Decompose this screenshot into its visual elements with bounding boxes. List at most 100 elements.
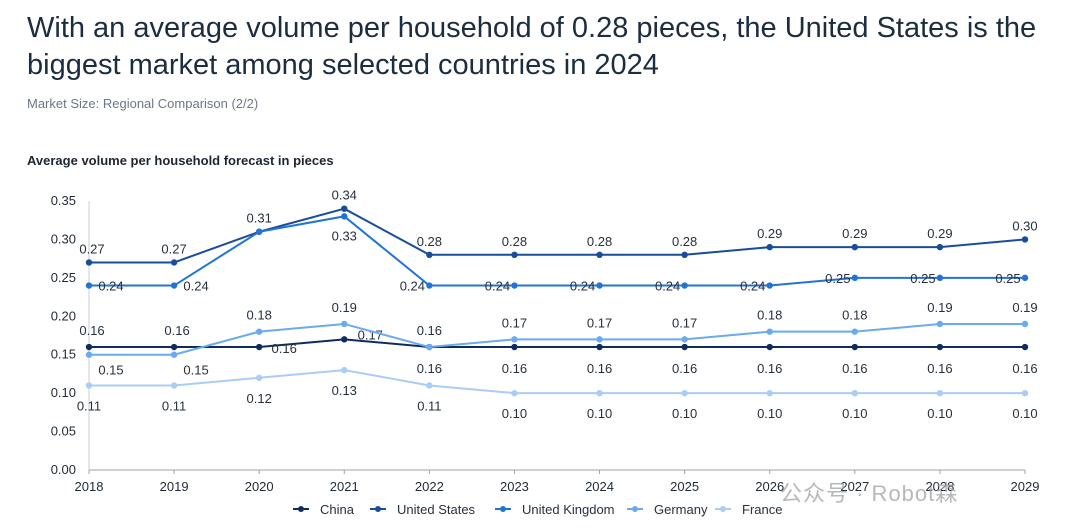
legend-marker <box>720 506 726 512</box>
data-point <box>851 389 859 397</box>
data-point <box>851 274 859 282</box>
x-tick-label: 2029 <box>1011 479 1040 494</box>
data-label: 0.19 <box>927 300 952 315</box>
watermark: 公众号 · Robot森 <box>780 481 959 506</box>
data-label: 0.29 <box>842 226 867 241</box>
data-label: 0.28 <box>502 234 527 249</box>
data-label: 0.16 <box>417 323 442 338</box>
data-point <box>936 274 944 282</box>
data-label: 0.15 <box>183 363 208 378</box>
data-label: 0.18 <box>757 308 782 323</box>
data-label: 0.16 <box>1012 361 1037 376</box>
data-label: 0.28 <box>672 234 697 249</box>
data-label: 0.29 <box>927 226 952 241</box>
data-point <box>1021 236 1029 243</box>
data-label: 0.13 <box>332 383 357 398</box>
data-point <box>85 259 93 266</box>
data-point <box>170 382 178 389</box>
data-label: 0.30 <box>1012 218 1037 233</box>
data-point <box>85 282 93 289</box>
data-point <box>936 320 944 328</box>
data-point <box>255 228 263 235</box>
series-line-united-states <box>89 207 1026 264</box>
data-point <box>936 343 944 351</box>
data-label: 0.24 <box>98 279 123 294</box>
data-label: 0.10 <box>842 406 867 421</box>
series-line-china <box>89 338 1025 349</box>
data-label: 0.17 <box>587 315 612 330</box>
data-label: 0.12 <box>247 391 272 406</box>
data-point <box>511 251 518 258</box>
x-tick-label: 2027 <box>840 479 869 494</box>
data-label: 0.18 <box>247 308 272 323</box>
data-label: 0.16 <box>927 361 952 376</box>
data-point <box>170 282 178 289</box>
data-point <box>766 243 773 251</box>
data-label: 0.10 <box>502 406 527 421</box>
data-point <box>85 382 93 389</box>
data-label: 0.33 <box>332 228 357 243</box>
legend-item-united-states: United States <box>397 502 476 517</box>
data-label: 0.24 <box>655 279 680 294</box>
data-label: 0.16 <box>79 323 104 338</box>
legend-item-united-kingdom: United Kingdom <box>522 502 615 517</box>
page-headline: With an average volume per household of … <box>27 12 1037 81</box>
data-label: 0.17 <box>502 315 527 330</box>
data-label: 0.16 <box>587 361 612 376</box>
data-point <box>681 336 688 343</box>
data-label: 0.16 <box>672 361 697 376</box>
data-point <box>85 351 93 358</box>
data-point <box>170 351 178 358</box>
legend-item-france: France <box>742 502 782 517</box>
legend-item-germany: Germany <box>654 502 708 517</box>
data-point <box>1021 389 1029 397</box>
data-label: 0.11 <box>77 398 101 413</box>
data-point <box>681 251 688 258</box>
data-label: 0.16 <box>417 361 442 376</box>
data-label: 0.16 <box>272 341 297 356</box>
x-tick-label: 2026 <box>755 479 784 494</box>
data-point <box>341 366 348 374</box>
y-tick-label: 0.20 <box>51 308 76 323</box>
data-label: 0.10 <box>927 406 952 421</box>
data-point <box>766 328 773 335</box>
data-point <box>1021 343 1029 351</box>
data-point <box>596 343 603 351</box>
data-point <box>766 389 773 397</box>
data-point <box>255 328 263 335</box>
data-label: 0.16 <box>842 361 867 376</box>
data-point <box>341 213 348 220</box>
data-label: 0.16 <box>502 361 527 376</box>
data-point <box>170 343 178 351</box>
data-label: 0.19 <box>1012 300 1037 315</box>
legend-marker <box>298 506 304 512</box>
data-point <box>596 282 603 289</box>
legend-marker <box>632 506 638 512</box>
data-point <box>681 343 688 351</box>
data-point <box>851 343 859 351</box>
data-point <box>681 389 688 397</box>
data-point <box>1021 274 1029 282</box>
y-tick-label: 0.25 <box>51 270 76 285</box>
x-tick-label: 2025 <box>670 479 699 494</box>
legend-marker <box>375 506 381 512</box>
data-point <box>511 389 518 397</box>
data-point <box>255 374 263 381</box>
legend-item-china: China <box>320 502 355 517</box>
x-tick-label: 2020 <box>245 479 274 494</box>
data-point <box>341 336 348 343</box>
x-tick-label: 2019 <box>160 479 189 494</box>
series-line-france <box>89 369 1025 395</box>
data-label: 0.17 <box>358 327 383 342</box>
y-tick-label: 0.35 <box>51 193 76 208</box>
data-label: 0.31 <box>247 211 272 226</box>
data-label: 0.19 <box>332 300 357 315</box>
data-point <box>851 328 859 335</box>
x-tick-label: 2024 <box>585 479 614 494</box>
data-label: 0.25 <box>910 271 935 286</box>
data-point <box>596 336 603 343</box>
data-point <box>85 343 93 351</box>
data-label: 0.27 <box>79 241 104 256</box>
data-point <box>851 243 859 251</box>
